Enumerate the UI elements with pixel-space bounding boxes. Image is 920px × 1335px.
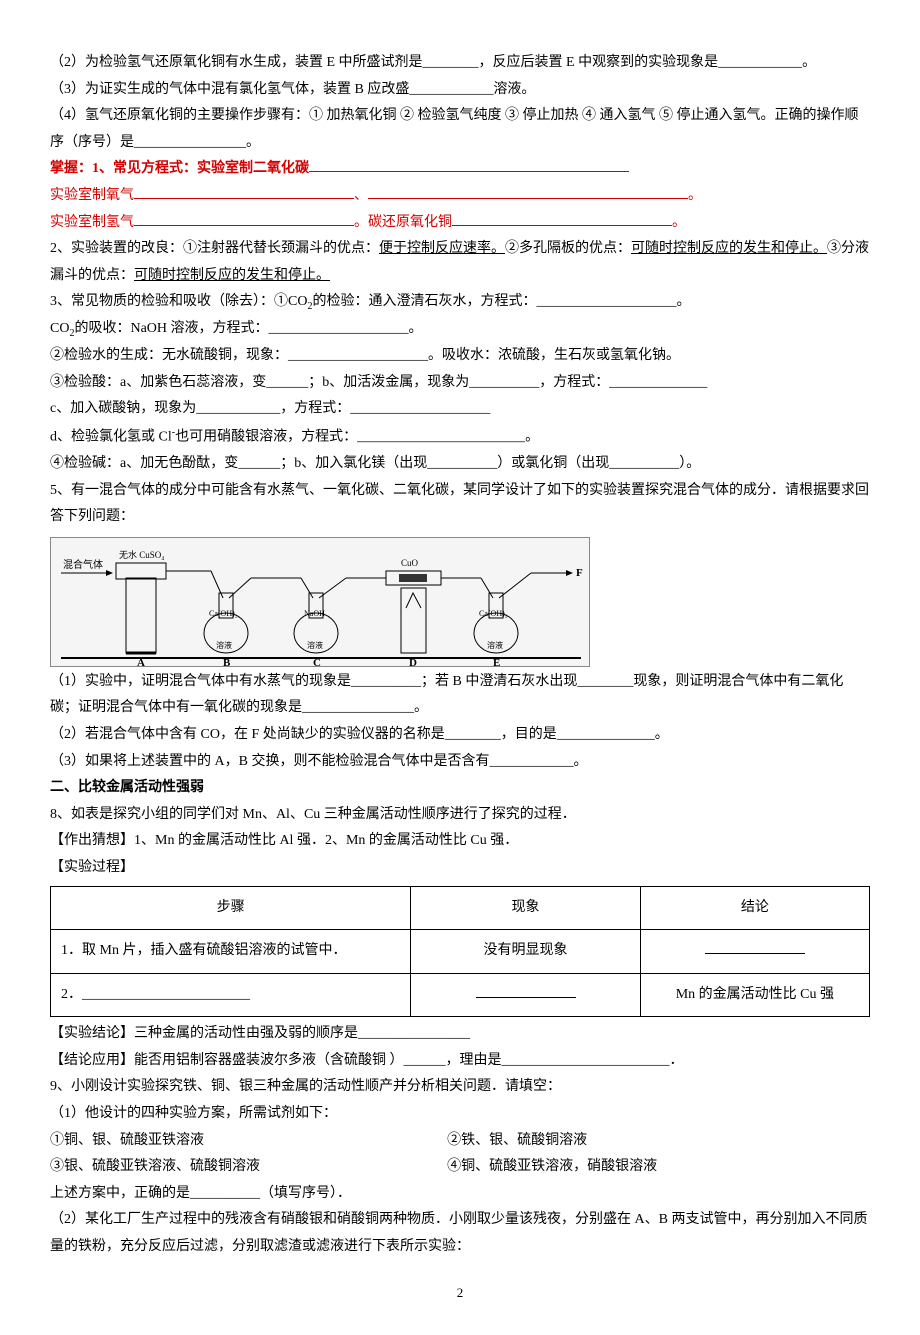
red-line-2: 实验室制氧气、。 (50, 183, 870, 210)
r1c3 (640, 930, 869, 974)
r1c2: 没有明显现象 (411, 930, 640, 974)
line-9c: ③银、硫酸亚铁溶液、硫酸铜溶液 ④铜、硫酸亚铁溶液，硝酸银溶液 (50, 1154, 870, 1181)
line-8: 8、如表是探究小组的同学们对 Mn、Al、Cu 三种金属活动性顺序进行了探究的过… (50, 802, 870, 829)
q5-2: （2）若混合气体中含有 CO，在 F 处尚缺少的实验仪器的名称是________… (50, 722, 870, 749)
l2u3: 可随时控制反应的发生和停止。 (134, 268, 330, 283)
q5-3: （3）如果将上述装置中的 A，B 交换，则不能检验混合气体中是否含有______… (50, 749, 870, 776)
fig-F: F (576, 567, 583, 579)
q4: （4）氢气还原氧化铜的主要操作步骤有：① 加热氧化铜 ② 检验氢气纯度 ③ 停止… (50, 103, 870, 156)
line-3g: c、加入碳酸钠，现象为____________，方程式：____________… (50, 396, 870, 423)
line-9b: ①铜、银、硫酸亚铁溶液 ②铁、银、硫酸铜溶液 (50, 1128, 870, 1155)
q3: （3）为证实生成的气体中混有氯化氢气体，装置 B 应改盛____________… (50, 77, 870, 104)
l3a: 3、常见物质的检验和吸收（除去）：①CO (50, 294, 307, 309)
line-8a: 【作出猜想】1、Mn 的金属活动性比 Al 强．2、Mn 的金属活动性比 Cu … (50, 828, 870, 855)
line-8d: 【结论应用】能否用铝制容器盛装波尔多液（含硫酸铜 ）______，理由是____… (50, 1048, 870, 1075)
l3d: 的吸收：NaOH 溶液，方程式：____________________。 (74, 321, 422, 336)
line-5a: 5、有一混合气体的成分中可能含有水蒸气、一氧化碳、二氧化碳，某同学设计了如下的实… (50, 478, 870, 531)
th1: 步骤 (51, 886, 411, 930)
l2u2: 可随时控制反应的发生和停止。 (631, 241, 827, 256)
fig-A: A (137, 657, 145, 668)
fig-C: C (313, 657, 321, 668)
fig-caoh2: Ca(OH)₂ (479, 609, 508, 618)
section-2: 二、比较金属活动性强弱 (50, 775, 870, 802)
fig-sol1: 溶液 (216, 640, 232, 650)
line-9a: （1）他设计的四种实验方案，所需试剂如下： (50, 1101, 870, 1128)
line-3i: ④检验碱：a、加无色酚酞，变______；b、加入氯化镁（出现_________… (50, 451, 870, 478)
th3: 结论 (640, 886, 869, 930)
red3-text: 实验室制氢气 (50, 215, 134, 230)
fig-E: E (493, 657, 500, 668)
q5-1: （1）实验中，证明混合气体中有水蒸气的现象是__________；若 B 中澄清… (50, 669, 870, 722)
fig-D: D (409, 657, 417, 668)
l3b: 的检验：通入澄清石灰水，方程式：____________________。 (312, 294, 690, 309)
th2: 现象 (411, 886, 640, 930)
red2-text: 实验室制氧气 (50, 188, 134, 203)
line-9d: 上述方案中，正确的是__________（填写序号）． (50, 1181, 870, 1208)
red-line-1: 掌握：1、常见方程式：实验室制二氧化碳 (50, 156, 870, 183)
fig-sol2: 溶液 (307, 640, 323, 650)
fig-B: B (223, 657, 231, 668)
line-8b: 【实验过程】 (50, 855, 870, 882)
fig-caoh1: Ca(OH)₂ (209, 609, 238, 618)
apparatus-figure: 混合气体 无水 CuSO₄ A Ca(OH)₂ 溶液 B NaOH 溶液 C C… (50, 537, 590, 667)
fig-mix: 混合气体 (63, 558, 103, 571)
line-9e: （2）某化工厂生产过程中的残液含有硝酸银和硝酸铜两种物质．小刚取少量该残夜，分别… (50, 1207, 870, 1260)
fig-sol3: 溶液 (487, 640, 503, 650)
line-3e: ②检验水的生成：无水硫酸铜，现象：____________________。吸收… (50, 343, 870, 370)
r2c2 (411, 973, 640, 1017)
red-line-3: 实验室制氢气。碳还原氧化铜。 (50, 210, 870, 237)
red3b-text: 。碳还原氧化铜 (354, 215, 452, 230)
fig-naoh: NaOH (304, 609, 325, 618)
line-3c: CO2的吸收：NaOH 溶液，方程式：____________________。 (50, 316, 870, 343)
q2: （2）为检验氢气还原氧化铜有水生成，装置 E 中所盛试剂是________，反应… (50, 50, 870, 77)
l2a: 2、实验装置的改良：①注射器代替长颈漏斗的优点： (50, 241, 379, 256)
l9c1: ③银、硫酸亚铁溶液、硫酸铜溶液 (50, 1154, 444, 1181)
line-8c: 【实验结论】三种金属的活动性由强及弱的顺序是________________ (50, 1021, 870, 1048)
l2b: ②多孔隔板的优点： (505, 241, 631, 256)
l3c: CO (50, 321, 69, 336)
l2u1: 便于控制反应速率。 (379, 241, 505, 256)
line-3a: 3、常见物质的检验和吸收（除去）：①CO2的检验：通入澄清石灰水，方程式：___… (50, 289, 870, 316)
line-3h: d、检验氯化氢或 Cl-也可用硝酸银溶液，方程式：_______________… (50, 423, 870, 451)
l9b2: ②铁、银、硫酸铜溶液 (447, 1133, 587, 1148)
l3h-a: d、检验氯化氢或 Cl (50, 429, 172, 444)
l9b1: ①铜、银、硫酸亚铁溶液 (50, 1128, 444, 1155)
r2c1: 2．________________________ (51, 973, 411, 1017)
fig-cuso4: 无水 CuSO₄ (119, 549, 164, 560)
line-9: 9、小刚设计实验探究铁、铜、银三种金属的活动性顺产并分析相关问题．请填空： (50, 1074, 870, 1101)
fig-cuo: CuO (401, 558, 419, 568)
line-2: 2、实验装置的改良：①注射器代替长颈漏斗的优点：便于控制反应速率。②多孔隔板的优… (50, 236, 870, 289)
l9c2: ④铜、硫酸亚铁溶液，硝酸银溶液 (447, 1159, 657, 1174)
l3h-b: 也可用硝酸银溶液，方程式：________________________。 (175, 429, 539, 444)
r2c3: Mn 的金属活动性比 Cu 强 (640, 973, 869, 1017)
red1-text: 掌握：1、常见方程式：实验室制二氧化碳 (50, 161, 309, 176)
experiment-table: 步骤 现象 结论 1．取 Mn 片，插入盛有硫酸铝溶液的试管中． 没有明显现象 … (50, 886, 870, 1018)
r1c1: 1．取 Mn 片，插入盛有硫酸铝溶液的试管中． (51, 930, 411, 974)
line-3f: ③检验酸：a、加紫色石蕊溶液，变______；b、加活泼金属，现象为______… (50, 370, 870, 397)
